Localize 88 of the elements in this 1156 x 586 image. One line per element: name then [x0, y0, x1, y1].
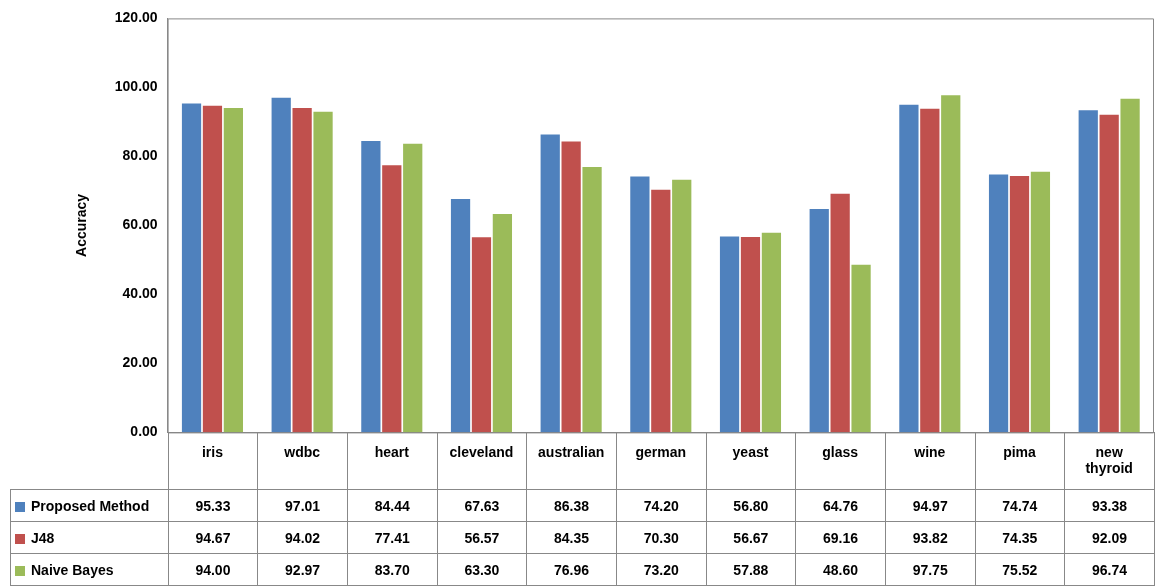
- data-label: 77.41: [347, 521, 438, 554]
- x-tick-label: glass: [822, 443, 859, 460]
- data-label: 57.88: [706, 553, 796, 586]
- bar: [1030, 171, 1051, 433]
- y-tick-label: 60.00: [122, 216, 158, 233]
- bar: [292, 108, 312, 433]
- data-label: 74.20: [616, 489, 707, 522]
- legend-label: J48: [10, 521, 169, 554]
- bar: [1099, 114, 1119, 433]
- data-label: 84.35: [526, 521, 617, 554]
- data-label: 94.67: [168, 521, 258, 554]
- x-tick-label: iris: [201, 443, 224, 460]
- y-tick-label: 100.00: [114, 78, 158, 95]
- data-label: 97.75: [885, 553, 976, 586]
- bar: [651, 189, 671, 433]
- bar: [382, 165, 402, 433]
- bar: [223, 108, 243, 433]
- bar: [202, 105, 223, 433]
- bar: [920, 108, 940, 433]
- bar: [540, 134, 560, 433]
- data-label: 56.80: [706, 489, 796, 522]
- x-tick-label: pima: [1003, 443, 1037, 460]
- bar: [830, 193, 850, 433]
- x-tick-label: yeast: [732, 443, 769, 460]
- y-tick-label: 0.00: [130, 423, 158, 440]
- bar: [941, 95, 961, 433]
- y-tick-label: 120.00: [114, 9, 158, 26]
- legend-label: Naive Bayes: [10, 553, 169, 586]
- bar: [313, 111, 333, 433]
- x-tick-label: german: [635, 443, 687, 460]
- data-label: 94.02: [257, 521, 348, 554]
- data-label: 93.82: [885, 521, 976, 554]
- bar: [492, 214, 513, 433]
- bar: [719, 236, 740, 433]
- bar: [851, 264, 871, 433]
- bar: [450, 199, 471, 433]
- data-label: 97.01: [257, 489, 348, 522]
- data-label: 96.74: [1064, 553, 1155, 586]
- bar: [1120, 98, 1140, 433]
- x-tick-label: australian: [538, 443, 605, 460]
- data-label: 64.76: [795, 489, 886, 522]
- bar: [471, 237, 492, 433]
- bar: [988, 174, 1009, 433]
- data-label: 48.60: [795, 553, 886, 586]
- data-label: 74.74: [975, 489, 1065, 522]
- bar: [761, 232, 782, 433]
- bar: [1009, 175, 1030, 433]
- x-tick-label: wine: [913, 443, 946, 460]
- data-label: 70.30: [616, 521, 707, 554]
- data-label: 94.00: [168, 553, 258, 586]
- legend-label: Proposed Method: [10, 489, 169, 522]
- y-tick-label: 80.00: [122, 147, 158, 164]
- y-tick-label: 20.00: [122, 354, 158, 371]
- bar: [361, 141, 381, 433]
- bar: [181, 103, 202, 433]
- data-label: 86.38: [526, 489, 617, 522]
- bar: [561, 141, 581, 433]
- bar: [740, 236, 761, 433]
- bar: [899, 104, 919, 433]
- bar: [630, 176, 650, 433]
- data-label: 73.20: [616, 553, 707, 586]
- data-label: 92.97: [257, 553, 348, 586]
- data-label: 67.63: [437, 489, 527, 522]
- x-tick-label: new thyroid: [1085, 443, 1133, 477]
- data-label: 92.09: [1064, 521, 1155, 554]
- data-label: 83.70: [347, 553, 438, 586]
- data-label: 56.67: [706, 521, 796, 554]
- x-tick-label: cleveland: [449, 443, 514, 460]
- data-label: 95.33: [168, 489, 258, 522]
- data-label: 74.35: [975, 521, 1065, 554]
- data-label: 93.38: [1064, 489, 1155, 522]
- bar: [672, 179, 692, 433]
- bar: [582, 166, 602, 433]
- data-label: 56.57: [437, 521, 527, 554]
- data-label: 69.16: [795, 521, 886, 554]
- data-label: 63.30: [437, 553, 527, 586]
- data-label: 94.97: [885, 489, 976, 522]
- bar: [809, 208, 829, 433]
- y-axis-title: Accuracy: [73, 193, 90, 257]
- bar: [1078, 110, 1098, 433]
- bar: [271, 97, 291, 433]
- x-tick-label: heart: [374, 443, 410, 460]
- y-tick-label: 40.00: [122, 285, 158, 302]
- data-label: 75.52: [975, 553, 1065, 586]
- data-label: 76.96: [526, 553, 617, 586]
- data-label: 84.44: [347, 489, 438, 522]
- bar: [403, 143, 423, 433]
- x-tick-label: wdbc: [283, 443, 321, 460]
